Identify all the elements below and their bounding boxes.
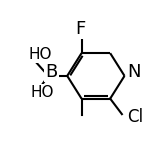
Text: N: N (127, 63, 140, 81)
Text: F: F (75, 20, 85, 38)
Text: Cl: Cl (127, 108, 143, 126)
Text: HO: HO (28, 47, 52, 62)
Text: B: B (46, 63, 58, 81)
Text: HO: HO (31, 84, 54, 100)
